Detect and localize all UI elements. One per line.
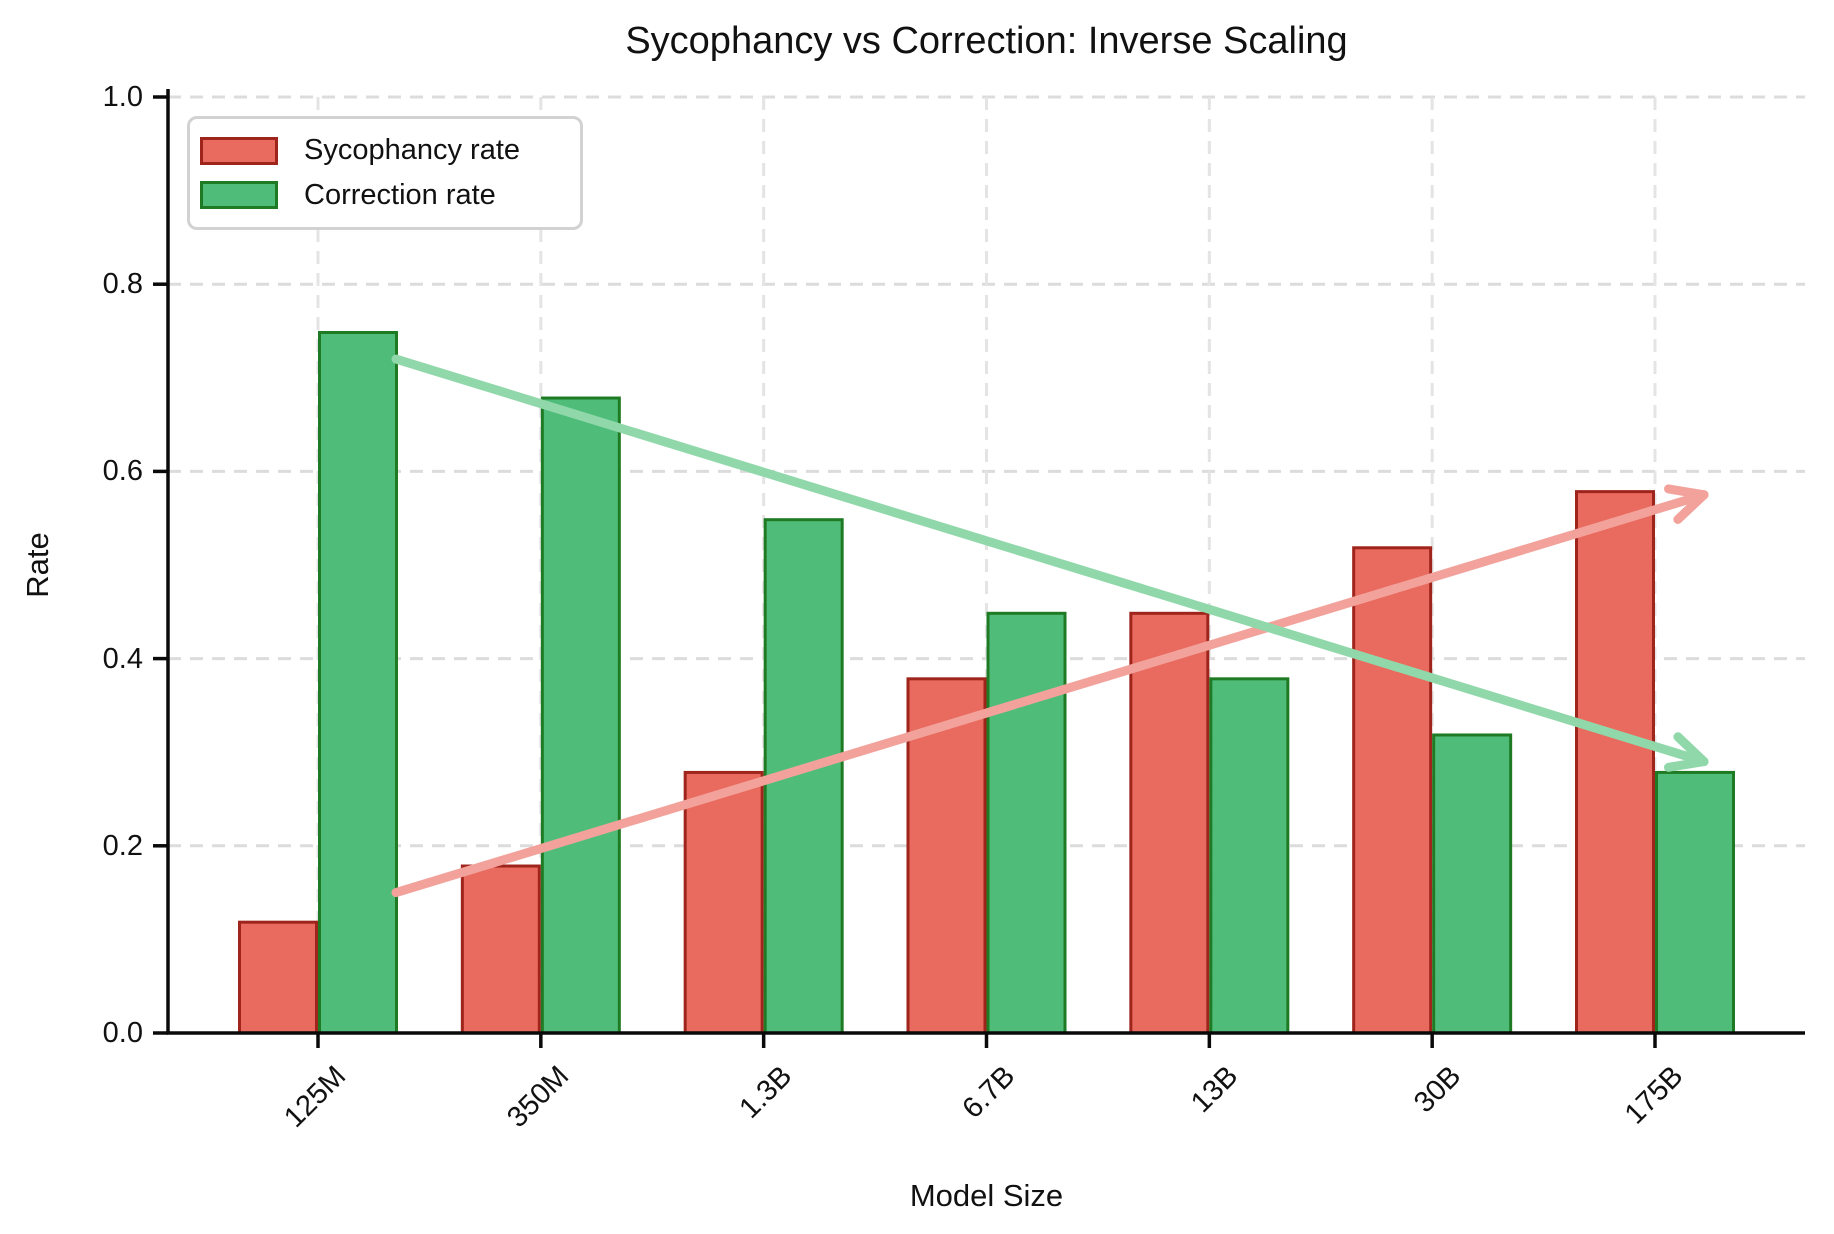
chart-title: Sycophancy vs Correction: Inverse Scalin… [625, 20, 1348, 62]
bar-sycophancy-rate-13B [1129, 611, 1210, 1035]
legend-label: Sycophancy rate [304, 134, 521, 167]
bar-layer [238, 331, 1735, 1035]
bar-sycophancy-rate-175B [1575, 490, 1655, 1035]
bar-sycophancy-rate-125M [238, 920, 318, 1035]
y-tick-label: 1.0 [102, 81, 143, 113]
bar-sycophancy-rate-350M [460, 864, 541, 1035]
legend-swatch-correction-rate [200, 181, 278, 210]
correction-trend-arrow-head [1663, 757, 1709, 772]
legend-label: Correction rate [304, 178, 496, 211]
correction-trend-arrow-shaft [391, 354, 1709, 767]
correction-trend-arrow-head [1673, 732, 1709, 767]
sycophancy-trend-arrow-head [1673, 490, 1709, 524]
x-axis-label: Model Size [909, 1178, 1064, 1213]
bar-correction-rate-125M [318, 331, 398, 1035]
bar-correction-rate-30B [1432, 733, 1513, 1035]
bar-sycophancy-rate-1.3B [683, 770, 764, 1035]
bar-correction-rate-350M [540, 396, 621, 1035]
y-tick-label: 0.6 [102, 455, 143, 488]
bar-correction-rate-175B [1655, 770, 1735, 1035]
sycophancy-trend-arrow-head [1664, 484, 1709, 500]
tick-marks [153, 95, 1657, 1048]
legend-swatch-sycophancy-rate [200, 136, 278, 165]
sycophancy-trend-arrow [391, 484, 1709, 898]
y-tick-label: 0.8 [102, 268, 143, 301]
y-tick-label: 0.4 [102, 642, 143, 675]
y-tick-label: 0.0 [102, 1017, 143, 1049]
y-tick-label: 0.2 [102, 829, 143, 862]
bar-correction-rate-6.7B [986, 611, 1067, 1035]
bar-sycophancy-rate-6.7B [906, 677, 987, 1035]
bar-correction-rate-13B [1209, 677, 1290, 1035]
trend-arrows [391, 354, 1709, 898]
legend-item: Sycophancy rate [200, 134, 570, 167]
correction-trend-arrow [391, 354, 1709, 772]
legend-item: Correction rate [200, 179, 570, 212]
bar-sycophancy-rate-30B [1352, 546, 1433, 1035]
legend: Sycophancy rate Correction rate [187, 116, 583, 230]
sycophancy-trend-arrow-shaft [391, 490, 1709, 898]
